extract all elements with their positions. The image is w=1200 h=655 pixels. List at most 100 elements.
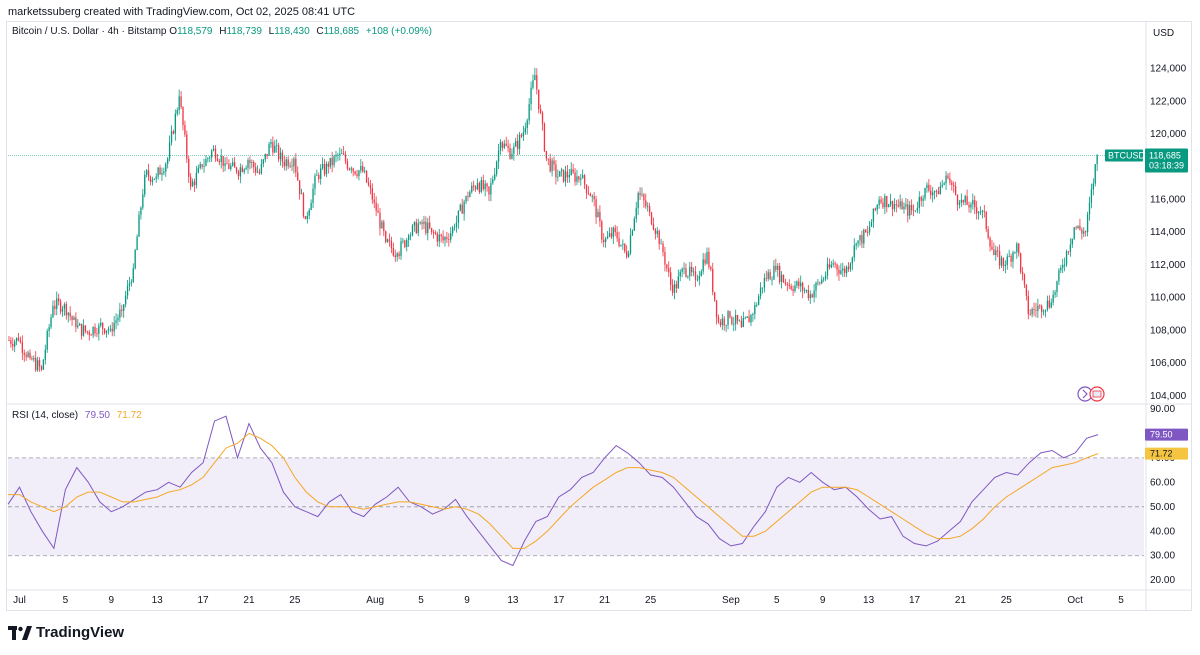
event-icons[interactable]: [1077, 386, 1105, 402]
candle: [356, 169, 358, 179]
candle: [1063, 257, 1066, 272]
candle: [226, 156, 228, 165]
candle: [673, 280, 676, 300]
candle: [712, 262, 714, 296]
candle: [434, 230, 437, 236]
candle: [442, 230, 444, 244]
candle: [513, 142, 515, 161]
time-tick-label: 9: [108, 595, 114, 606]
rsi-ma-value: 71.72: [116, 410, 142, 421]
candle: [272, 136, 274, 156]
candle: [214, 145, 217, 162]
candle: [1079, 218, 1081, 231]
candle: [713, 292, 716, 302]
candle: [1044, 309, 1047, 318]
tradingview-logo[interactable]: TradingView: [8, 624, 124, 641]
candle: [321, 157, 324, 171]
candle: [350, 166, 352, 174]
candle: [27, 350, 29, 359]
candle: [482, 174, 484, 192]
candle: [580, 173, 582, 186]
candle: [193, 178, 196, 192]
candle: [666, 263, 668, 272]
candle: [1067, 250, 1070, 255]
candle: [109, 324, 111, 333]
time-axis[interactable]: Jul 5 9 13 17 21 25 Aug 5 9 13 17 21 25 Sep 5 9 13 17 21 25 O…: [13, 595, 1124, 606]
candle: [67, 312, 69, 323]
candle: [626, 245, 628, 259]
candle: [924, 187, 926, 201]
candle: [304, 215, 307, 220]
candle: [589, 192, 592, 197]
time-tick-label: 5: [63, 595, 69, 606]
candle: [970, 202, 972, 214]
candle: [180, 91, 182, 110]
candle: [958, 200, 961, 209]
candle: [1069, 238, 1072, 257]
candle: [463, 199, 465, 221]
candle: [645, 193, 647, 209]
candle: [798, 278, 800, 290]
candle: [327, 161, 330, 174]
candle: [641, 187, 643, 197]
candle: [828, 258, 831, 270]
candle: [42, 359, 45, 370]
candle: [469, 189, 471, 198]
candle: [492, 175, 494, 185]
candle: [17, 332, 20, 342]
candle: [526, 118, 528, 135]
candle: [335, 150, 337, 163]
candle: [1081, 227, 1083, 240]
candle: [100, 318, 102, 328]
candle: [205, 155, 207, 167]
candle: [1021, 267, 1024, 281]
candle: [723, 315, 725, 331]
candle: [117, 314, 119, 326]
creator-caption: marketssuberg created with TradingView.c…: [8, 6, 356, 18]
candle: [618, 231, 620, 248]
close-label: C: [316, 26, 324, 37]
candle: [975, 200, 978, 220]
candle: [1041, 304, 1043, 319]
candle: [928, 179, 930, 193]
candle: [811, 293, 813, 299]
candle: [138, 210, 140, 237]
price-tick-label: 110,000: [1150, 293, 1186, 304]
candle: [681, 267, 683, 278]
currency-label[interactable]: USD: [1153, 28, 1175, 39]
candle: [539, 104, 542, 115]
candle: [685, 263, 687, 278]
candle: [172, 129, 175, 135]
candle: [478, 181, 481, 194]
candle: [882, 197, 884, 209]
price-axis[interactable]: 124,000122,000120,000118,000116,000114,0…: [1150, 64, 1187, 402]
candle: [622, 239, 624, 250]
candle: [735, 309, 737, 331]
candle: [186, 130, 188, 163]
candle: [1037, 298, 1039, 318]
candle: [302, 192, 305, 219]
candle: [268, 141, 270, 156]
candle: [128, 276, 131, 292]
candle: [1046, 295, 1049, 312]
candle: [124, 290, 127, 308]
candle: [352, 167, 354, 177]
close-value: 118,685: [323, 26, 360, 37]
candle: [201, 163, 203, 170]
candle: [652, 217, 655, 231]
candle: [947, 173, 949, 180]
candle: [582, 169, 584, 179]
candle: [997, 246, 999, 257]
candle: [729, 310, 731, 319]
candle: [312, 183, 314, 209]
candle: [165, 162, 167, 177]
candle: [637, 191, 639, 216]
candle: [872, 208, 875, 228]
candle: [396, 251, 398, 262]
rsi-label: RSI (14, close): [12, 410, 79, 421]
candle: [50, 313, 52, 330]
candle: [870, 219, 873, 228]
candle: [404, 239, 406, 249]
candle: [899, 194, 901, 210]
